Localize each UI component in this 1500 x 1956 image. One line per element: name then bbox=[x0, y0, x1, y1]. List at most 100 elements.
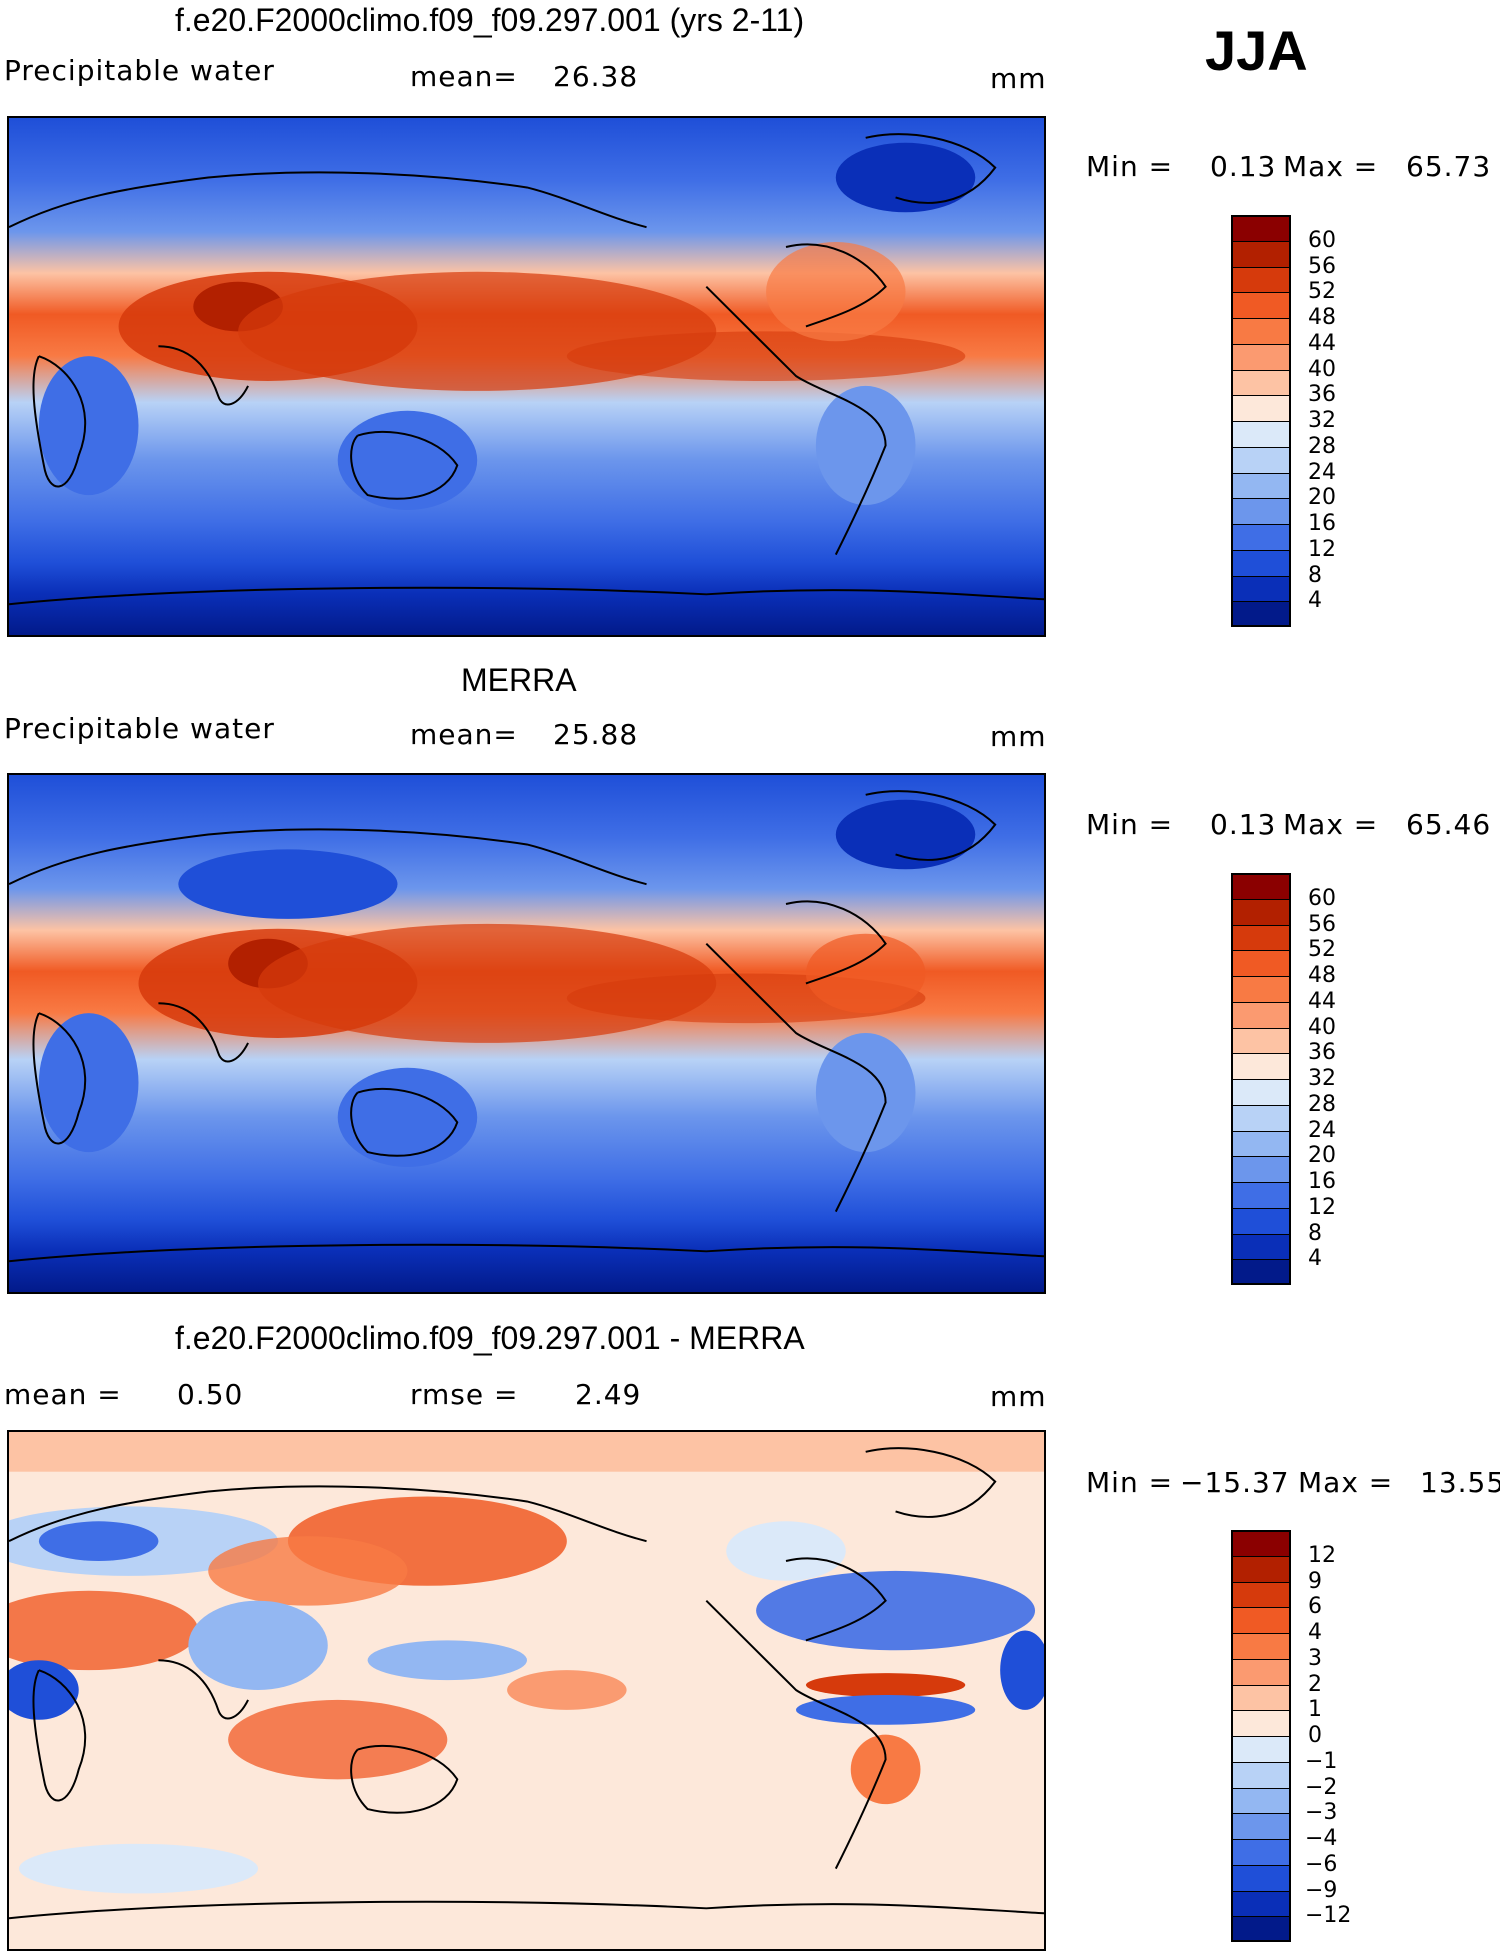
panel-1-max-value: 65.73 bbox=[1406, 150, 1492, 183]
colorbar-tick-label: 52 bbox=[1308, 937, 1336, 963]
colorbar-tick-label: 12 bbox=[1308, 1194, 1336, 1220]
colorbar-tick-label: 4 bbox=[1308, 1246, 1322, 1272]
colorbar-tick-label: 32 bbox=[1308, 408, 1336, 433]
colorbar-tick-label: 20 bbox=[1308, 485, 1336, 511]
panel-2-max-label: Max = bbox=[1283, 808, 1379, 841]
colorbar-swatch bbox=[1231, 395, 1291, 421]
colorbar-tick-label: 60 bbox=[1308, 227, 1336, 253]
colorbar-tick-label: −12 bbox=[1305, 1903, 1352, 1929]
panel-1-max-label: Max = bbox=[1283, 150, 1379, 183]
colorbar-tick-label: 2 bbox=[1308, 1671, 1322, 1697]
colorbar-swatch bbox=[1231, 1736, 1291, 1762]
colorbar-swatch bbox=[1231, 1053, 1291, 1079]
colorbar-tick-label: 24 bbox=[1308, 1117, 1336, 1143]
panel-1-map-svg bbox=[9, 118, 1044, 635]
colorbar-tick-label: 32 bbox=[1308, 1066, 1336, 1091]
colorbar-tick-label: 4 bbox=[1308, 1620, 1322, 1645]
panel-3-max-label: Max = bbox=[1298, 1466, 1394, 1499]
colorbar-swatch bbox=[1231, 1658, 1291, 1685]
colorbar-tick-label: 56 bbox=[1308, 253, 1336, 279]
colorbar-swatch bbox=[1231, 292, 1291, 318]
colorbar-swatch bbox=[1231, 1890, 1291, 1917]
colorbar-swatch bbox=[1231, 575, 1291, 602]
colorbar-tick-label: 52 bbox=[1308, 279, 1336, 305]
panel-1-min-value: 0.13 bbox=[1210, 150, 1277, 183]
colorbar-tick-label: 40 bbox=[1308, 356, 1336, 382]
colorbar-swatch bbox=[1231, 601, 1291, 627]
panel-2-mean-label: mean= bbox=[410, 718, 518, 751]
colorbar-tick-label: −2 bbox=[1305, 1774, 1338, 1800]
colorbar-swatch bbox=[1231, 240, 1291, 267]
panel-3-rmse-value: 2.49 bbox=[575, 1378, 642, 1411]
colorbar-tick-label: 48 bbox=[1308, 963, 1336, 988]
colorbar-swatch bbox=[1231, 1079, 1291, 1105]
colorbar-tick-label: 12 bbox=[1308, 536, 1336, 562]
panel-1-units: mm bbox=[990, 62, 1047, 95]
season-label: JJA bbox=[1205, 19, 1308, 82]
colorbar-tick-label: 28 bbox=[1308, 1091, 1336, 1117]
panel-3-max-value: 13.55 bbox=[1420, 1466, 1500, 1499]
colorbar-swatch bbox=[1231, 1555, 1291, 1582]
colorbar-tick-label: 12 bbox=[1308, 1542, 1336, 1568]
colorbar-tick-label: 48 bbox=[1308, 305, 1336, 330]
panel-1-mean-label: mean= bbox=[410, 60, 518, 93]
panel-3-map-svg bbox=[9, 1432, 1044, 1949]
panel-3-map bbox=[7, 1430, 1046, 1951]
colorbar-tick-label: 40 bbox=[1308, 1014, 1336, 1040]
colorbar-tick-label: 20 bbox=[1308, 1143, 1336, 1169]
panel-1-mean-value: 26.38 bbox=[553, 60, 639, 93]
panel-2-title: MERRA bbox=[461, 662, 577, 698]
colorbar-tick-label: −9 bbox=[1305, 1877, 1338, 1903]
colorbar-swatch bbox=[1231, 1001, 1291, 1028]
colorbar-tick-label: 9 bbox=[1308, 1568, 1322, 1594]
colorbar-tick-label: 36 bbox=[1308, 1040, 1336, 1066]
colorbar-swatch bbox=[1231, 976, 1291, 1002]
colorbar-tick-label: 24 bbox=[1308, 459, 1336, 485]
panel-3-title: f.e20.F2000climo.f09_f09.297.001 - MERRA bbox=[175, 1320, 805, 1356]
panel-2-max-value: 65.46 bbox=[1406, 808, 1492, 841]
colorbar-tick-label: 6 bbox=[1308, 1594, 1322, 1620]
panel-1-min-label: Min = bbox=[1086, 150, 1174, 183]
colorbar-swatch bbox=[1231, 924, 1291, 951]
colorbar-swatch bbox=[1231, 472, 1291, 499]
colorbar-swatch bbox=[1231, 950, 1291, 976]
panel-2-map-svg bbox=[9, 775, 1044, 1292]
colorbar-tick-label: 16 bbox=[1308, 511, 1336, 536]
colorbar-tick-label: 56 bbox=[1308, 911, 1336, 937]
colorbar-swatch bbox=[1231, 1233, 1291, 1260]
panel-2-map bbox=[7, 773, 1046, 1294]
colorbar-swatch bbox=[1231, 873, 1291, 899]
colorbar-tick-label: −3 bbox=[1305, 1800, 1338, 1826]
colorbar-swatch bbox=[1231, 1839, 1291, 1865]
panel-2-min-label: Min = bbox=[1086, 808, 1174, 841]
colorbar-swatch bbox=[1231, 1156, 1291, 1182]
colorbar-swatch bbox=[1231, 1182, 1291, 1208]
colorbar-swatch bbox=[1231, 369, 1291, 396]
panel-3-colorbar bbox=[1231, 1530, 1291, 1942]
panel-3-units: mm bbox=[990, 1380, 1047, 1413]
colorbar-swatch bbox=[1231, 1813, 1291, 1839]
panel-2-variable-label: Precipitable water bbox=[4, 712, 275, 745]
panel-3-mean-label: mean = bbox=[4, 1378, 122, 1411]
colorbar-swatch bbox=[1231, 1027, 1291, 1054]
colorbar-tick-label: 60 bbox=[1308, 885, 1336, 911]
panel-1-title: f.e20.F2000climo.f09_f09.297.001 (yrs 2-… bbox=[175, 2, 805, 38]
colorbar-swatch bbox=[1231, 1633, 1291, 1659]
colorbar-tick-label: 1 bbox=[1308, 1697, 1322, 1723]
colorbar-swatch bbox=[1231, 1207, 1291, 1234]
colorbar-swatch bbox=[1231, 898, 1291, 925]
colorbar-swatch bbox=[1231, 1607, 1291, 1633]
colorbar-swatch bbox=[1231, 421, 1291, 447]
colorbar-tick-label: 3 bbox=[1308, 1645, 1322, 1671]
colorbar-tick-label: 28 bbox=[1308, 433, 1336, 459]
colorbar-tick-label: 44 bbox=[1308, 988, 1336, 1014]
colorbar-swatch bbox=[1231, 1787, 1291, 1814]
panel-1-variable-label: Precipitable water bbox=[4, 54, 275, 87]
colorbar-swatch bbox=[1231, 446, 1291, 473]
colorbar-swatch bbox=[1231, 1684, 1291, 1711]
colorbar-swatch bbox=[1231, 1581, 1291, 1608]
colorbar-swatch bbox=[1231, 343, 1291, 370]
colorbar-tick-label: 0 bbox=[1308, 1723, 1322, 1748]
colorbar-tick-label: 36 bbox=[1308, 382, 1336, 408]
colorbar-swatch bbox=[1231, 1259, 1291, 1285]
